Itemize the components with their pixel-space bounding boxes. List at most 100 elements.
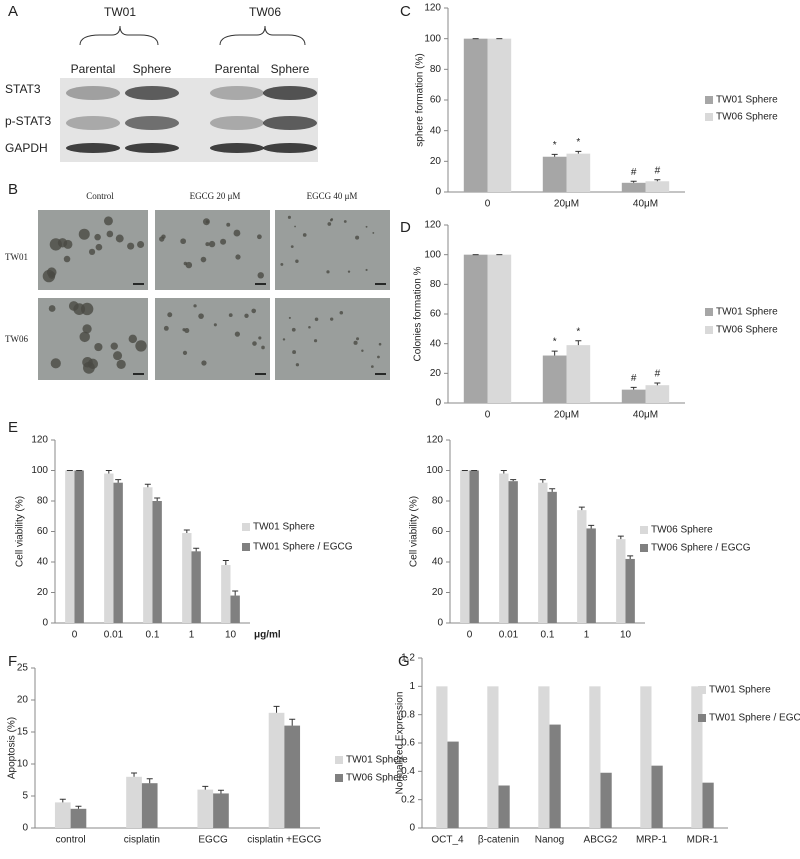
- significance-marker: #: [631, 167, 637, 178]
- error-bar: [193, 547, 200, 552]
- band: [66, 143, 120, 153]
- y-axis-label: Cell viability (%): [15, 496, 26, 567]
- x-tick-label: ABCG2: [584, 835, 618, 846]
- legend-swatch: [335, 756, 343, 764]
- bar: [65, 470, 75, 623]
- band: [210, 86, 264, 100]
- bar: [651, 765, 663, 828]
- cell: [282, 338, 286, 341]
- legend-label: TW01 Sphere: [346, 755, 408, 766]
- band: [66, 86, 120, 100]
- cell: [202, 218, 210, 226]
- error-bar: [217, 789, 224, 794]
- cell: [57, 238, 68, 248]
- cell: [326, 270, 330, 274]
- cell: [78, 228, 90, 240]
- y-tick-label: 60: [430, 309, 442, 320]
- panel-label: D: [400, 219, 411, 236]
- cell: [280, 262, 284, 266]
- panel-a: A TW01 TW06 Parental Sphere Parental Sph…: [5, 3, 318, 162]
- bar: [547, 491, 557, 623]
- error-bar: [105, 470, 112, 474]
- band: [210, 116, 264, 130]
- cell: [314, 317, 319, 322]
- bar: [230, 595, 240, 623]
- cell: [167, 312, 173, 318]
- panel-label: A: [8, 3, 18, 20]
- band: [263, 143, 317, 153]
- y-tick-label: 20: [17, 695, 29, 706]
- bar: [691, 686, 703, 828]
- cell: [159, 236, 165, 242]
- bar: [74, 470, 84, 623]
- cell: [252, 341, 257, 346]
- error-bar: [146, 778, 153, 784]
- panel-label: E: [8, 419, 18, 436]
- bar: [197, 789, 214, 828]
- cell: [361, 349, 364, 352]
- y-tick-label: 80: [430, 279, 442, 290]
- cell: [182, 328, 186, 332]
- y-tick-label: 5: [22, 791, 28, 802]
- error-bar: [59, 798, 66, 803]
- y-tick-label: 20: [37, 587, 49, 598]
- y-tick-label: 120: [426, 435, 443, 446]
- error-bar: [630, 386, 637, 390]
- bar: [182, 533, 192, 623]
- significance-marker: *: [553, 140, 557, 151]
- y-tick-label: 0.2: [401, 794, 415, 805]
- x-tick-label: 0.01: [104, 630, 124, 641]
- error-bar: [202, 785, 209, 790]
- brace: [79, 25, 159, 46]
- y-tick-label: 60: [430, 95, 442, 106]
- error-bar: [575, 150, 582, 154]
- bar: [499, 473, 509, 623]
- cell: [48, 305, 56, 312]
- cell: [182, 350, 188, 355]
- cell: [287, 215, 291, 219]
- cell: [330, 317, 334, 321]
- group-label: TW06: [249, 5, 281, 19]
- error-bar: [222, 559, 229, 566]
- y-tick-label: 120: [424, 220, 441, 231]
- legend-label: TW01 Sphere: [709, 685, 771, 696]
- bar: [463, 38, 488, 192]
- bar: [221, 565, 231, 623]
- cell: [251, 308, 257, 314]
- cell: [106, 230, 114, 238]
- cell: [193, 304, 197, 308]
- error-bar: [551, 153, 558, 157]
- y-tick-label: 0.8: [401, 709, 415, 720]
- cell: [244, 313, 249, 318]
- cell: [127, 242, 135, 250]
- micrographs: [38, 210, 390, 380]
- y-tick-label: 40: [430, 125, 442, 136]
- band: [125, 116, 179, 130]
- panel-b: B Control EGCG 20 μM EGCG 40 μM TW01 TW0…: [5, 181, 390, 380]
- cell: [82, 324, 92, 334]
- cell: [372, 231, 375, 234]
- cell: [63, 255, 71, 263]
- legend-label: TW06 Sphere / EGCG: [651, 543, 751, 554]
- y-tick-label: 40: [432, 557, 444, 568]
- cell: [355, 235, 360, 240]
- bar: [542, 355, 567, 403]
- x-tick-label: EGCG: [198, 835, 228, 846]
- y-tick-label: 60: [37, 526, 49, 537]
- error-bar: [75, 805, 82, 809]
- cell: [347, 270, 351, 273]
- bar: [436, 686, 448, 828]
- y-tick-label: 100: [424, 249, 441, 260]
- cell: [258, 336, 262, 340]
- x-tick-label: MDR-1: [687, 835, 719, 846]
- y-tick-label: 1: [409, 681, 415, 692]
- y-tick-label: 0.6: [401, 738, 415, 749]
- x-tick-label: 0.01: [499, 630, 519, 641]
- cell: [128, 334, 138, 344]
- bar: [498, 785, 510, 828]
- x-tick-label: control: [56, 835, 86, 846]
- error-bar: [654, 382, 661, 386]
- error-bar: [539, 479, 546, 483]
- y-tick-label: 0: [435, 187, 441, 198]
- legend-label: TW06 Sphere: [651, 525, 713, 536]
